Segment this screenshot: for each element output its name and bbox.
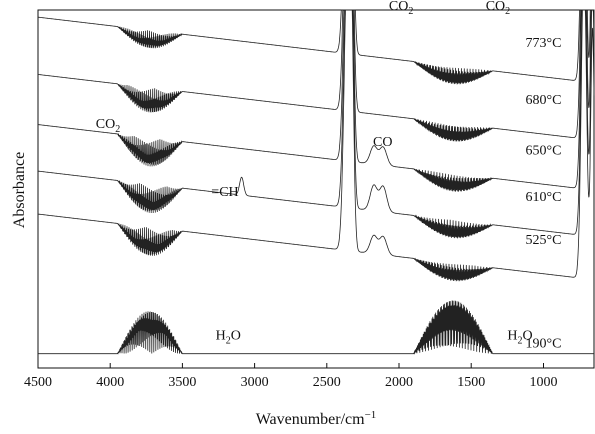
- annotation-text: CO: [486, 0, 505, 14]
- spectrum-line: [38, 9, 595, 239]
- x-tick-label: 1000: [530, 375, 558, 390]
- x-axis-label-main: Wavenumber/cm: [256, 411, 365, 428]
- plot-frame: [37, 9, 595, 369]
- x-tick-label: 1500: [457, 375, 485, 390]
- annotation-text: H: [507, 328, 517, 343]
- x-axis-label-exponent: −1: [365, 409, 377, 421]
- annotation-subscript: 2: [505, 6, 510, 17]
- x-tick-label: 3500: [168, 375, 196, 390]
- x-tick-label: 2500: [313, 375, 341, 390]
- series-label: 680°C: [526, 93, 562, 108]
- x-tick-label: 4000: [96, 375, 124, 390]
- series-label: 190°C: [526, 337, 562, 352]
- series-layer: 773°C 680°C 650°C 610°C 525°C 190°C: [37, 9, 595, 355]
- series-label: 525°C: [526, 233, 562, 248]
- annotation-tail: O: [231, 328, 241, 343]
- spectrum-line: [37, 9, 594, 142]
- x-axis-label: Wavenumber/cm−1: [256, 409, 377, 428]
- annotation: CO2: [389, 0, 413, 17]
- spectrum-line: [38, 9, 594, 85]
- series-label: 650°C: [526, 143, 562, 158]
- x-tick-label: 3000: [241, 375, 269, 390]
- annotation: CO2: [96, 117, 120, 135]
- x-axis-ticks: 4500 4000 3500 3000 2500 2000 1500 1000: [24, 363, 558, 390]
- annotation-subscript: 2: [408, 6, 413, 17]
- y-axis-label: Absorbance: [11, 152, 28, 228]
- annotation-subscript: 2: [518, 335, 523, 346]
- annotation: CO2: [486, 0, 510, 17]
- spectrum-line: [38, 9, 595, 282]
- annotation: =CH: [211, 185, 238, 200]
- annotation: CO: [373, 135, 392, 150]
- x-tick-label: 4500: [24, 375, 52, 390]
- annotation-text: CO: [373, 135, 392, 150]
- spectrum-line: [38, 300, 594, 355]
- annotation: H2O: [216, 328, 241, 346]
- series-label: 610°C: [526, 190, 562, 205]
- annotation-subscript: 2: [115, 124, 120, 135]
- annotation-text: CO: [96, 117, 115, 132]
- x-tick-label: 2000: [385, 375, 413, 390]
- annotation-subscript: 2: [226, 335, 231, 346]
- annotation-text: H: [216, 328, 226, 343]
- annotation-text: =CH: [211, 185, 238, 200]
- series-label: 773°C: [526, 36, 562, 51]
- annotation-tail: O: [523, 328, 533, 343]
- annotation: H2O: [507, 328, 532, 346]
- spectrum-line: [38, 9, 594, 192]
- annotation-text: CO: [389, 0, 408, 14]
